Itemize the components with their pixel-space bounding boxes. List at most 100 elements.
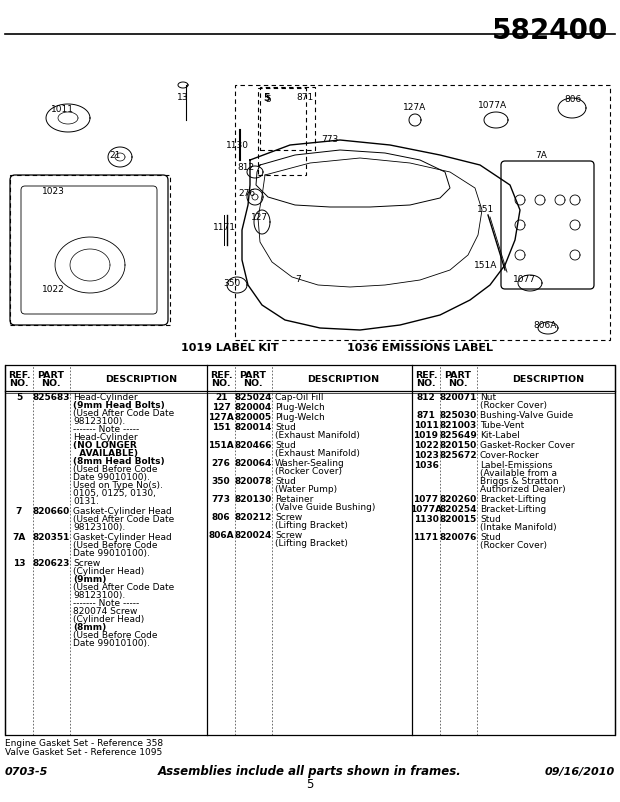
Text: 1171: 1171: [414, 533, 438, 542]
Text: REF.: REF.: [7, 371, 30, 380]
Text: 1077: 1077: [513, 276, 536, 285]
Text: 820260: 820260: [440, 495, 477, 504]
Text: Assemblies include all parts shown in frames.: Assemblies include all parts shown in fr…: [158, 765, 462, 779]
Text: Valve Gasket Set - Reference 1095: Valve Gasket Set - Reference 1095: [5, 748, 162, 757]
Text: (Rocker Cover): (Rocker Cover): [275, 467, 342, 476]
Text: 820212: 820212: [234, 513, 272, 522]
Text: (Rocker Cover): (Rocker Cover): [480, 401, 547, 410]
Text: 1011: 1011: [50, 106, 74, 115]
Text: 127: 127: [252, 213, 268, 222]
Text: Cover-Rocker: Cover-Rocker: [480, 451, 540, 460]
Bar: [5, 365, 615, 735]
Text: 21: 21: [109, 151, 121, 160]
Text: NO.: NO.: [243, 379, 263, 388]
Text: 7: 7: [16, 507, 22, 516]
Text: (8mm Head Bolts): (8mm Head Bolts): [73, 457, 165, 466]
Text: 1011: 1011: [414, 421, 438, 430]
Text: 09/16/2010: 09/16/2010: [545, 767, 615, 777]
Text: 825030: 825030: [440, 411, 477, 420]
Text: Gasket-Rocker Cover: Gasket-Rocker Cover: [480, 441, 575, 450]
Text: 127A: 127A: [208, 413, 234, 422]
Text: 821003: 821003: [440, 421, 477, 430]
Text: DESCRIPTION: DESCRIPTION: [307, 375, 379, 384]
Text: (Cylinder Head): (Cylinder Head): [73, 615, 144, 624]
Text: 773: 773: [211, 495, 231, 504]
Text: (Lifting Bracket): (Lifting Bracket): [275, 521, 348, 530]
Text: Plug-Welch: Plug-Welch: [275, 413, 325, 422]
Text: 1019: 1019: [414, 431, 438, 440]
Text: (Used Before Code: (Used Before Code: [73, 465, 157, 474]
Bar: [235, 85, 610, 340]
Text: 820660: 820660: [32, 507, 69, 516]
Text: 151: 151: [211, 423, 231, 432]
Text: Label-Emissions: Label-Emissions: [480, 461, 552, 470]
Text: 820024: 820024: [234, 531, 272, 540]
Text: 1019 LABEL KIT: 1019 LABEL KIT: [181, 343, 279, 353]
Text: 825024: 825024: [234, 393, 272, 402]
Text: 1130: 1130: [414, 515, 438, 524]
Text: 820351: 820351: [32, 533, 69, 542]
Text: 806A: 806A: [533, 321, 557, 330]
Text: Bracket-Lifting: Bracket-Lifting: [480, 505, 546, 514]
Text: Stud: Stud: [275, 441, 296, 450]
Text: PART: PART: [37, 371, 64, 380]
Text: 1077: 1077: [414, 495, 438, 504]
Text: 825672: 825672: [439, 451, 477, 460]
Text: 98123100).: 98123100).: [73, 591, 125, 600]
Text: 7: 7: [295, 276, 301, 285]
Text: (Used Before Code: (Used Before Code: [73, 631, 157, 640]
Text: (9mm): (9mm): [73, 575, 107, 584]
Text: 151A: 151A: [474, 261, 498, 269]
Text: (Used After Code Date: (Used After Code Date: [73, 409, 174, 418]
Text: 820074 Screw: 820074 Screw: [73, 607, 138, 616]
Text: Nut: Nut: [480, 393, 496, 402]
Text: 7A: 7A: [535, 151, 547, 160]
Text: PART: PART: [239, 371, 267, 380]
Text: Briggs & Stratton: Briggs & Stratton: [480, 477, 559, 486]
Text: 820071: 820071: [440, 393, 477, 402]
Text: 825649: 825649: [439, 431, 477, 440]
Text: 276: 276: [211, 459, 231, 468]
Text: NO.: NO.: [9, 379, 29, 388]
Text: 582400: 582400: [492, 17, 608, 45]
Text: Screw: Screw: [275, 513, 303, 522]
Text: 806A: 806A: [208, 531, 234, 540]
Text: (Available from a: (Available from a: [480, 469, 557, 478]
Text: (Exhaust Manifold): (Exhaust Manifold): [275, 431, 360, 440]
Text: ------- Note -----: ------- Note -----: [73, 599, 140, 608]
Text: AVAILABLE): AVAILABLE): [73, 449, 138, 458]
Text: 820466: 820466: [234, 441, 272, 450]
Text: 1022: 1022: [414, 441, 438, 450]
Text: Date 99010100).: Date 99010100).: [73, 473, 150, 482]
Text: 5: 5: [306, 777, 314, 791]
Text: 812: 812: [417, 393, 435, 402]
Text: Authorized Dealer): Authorized Dealer): [480, 485, 565, 494]
Text: 806: 806: [564, 95, 582, 104]
Text: NO.: NO.: [211, 379, 231, 388]
Text: (9mm Head Bolts): (9mm Head Bolts): [73, 401, 165, 410]
Text: NO.: NO.: [448, 379, 468, 388]
Text: 820015: 820015: [440, 515, 477, 524]
Text: REF.: REF.: [415, 371, 437, 380]
Text: Screw: Screw: [73, 559, 100, 568]
Text: 5: 5: [16, 393, 22, 402]
Text: Gasket-Cylinder Head: Gasket-Cylinder Head: [73, 533, 172, 542]
Text: (8mm): (8mm): [73, 623, 106, 632]
Text: Stud: Stud: [275, 477, 296, 486]
Text: 820623: 820623: [32, 559, 69, 568]
Bar: [258, 88, 306, 175]
Text: 820076: 820076: [440, 533, 477, 542]
Text: Engine Gasket Set - Reference 358: Engine Gasket Set - Reference 358: [5, 739, 163, 748]
Text: 151A: 151A: [208, 441, 234, 450]
Text: (Lifting Bracket): (Lifting Bracket): [275, 539, 348, 548]
Text: 0703-5: 0703-5: [5, 767, 48, 777]
Text: (Used Before Code: (Used Before Code: [73, 541, 157, 550]
Text: 98123100).: 98123100).: [73, 523, 125, 532]
Text: 1077A: 1077A: [479, 100, 508, 110]
Text: 98123100).: 98123100).: [73, 417, 125, 426]
Text: 7A: 7A: [12, 533, 25, 542]
Bar: [260, 87, 315, 150]
Text: Gasket-Cylinder Head: Gasket-Cylinder Head: [73, 507, 172, 516]
Text: (Rocker Cover): (Rocker Cover): [480, 541, 547, 550]
Text: 820150: 820150: [440, 441, 477, 450]
